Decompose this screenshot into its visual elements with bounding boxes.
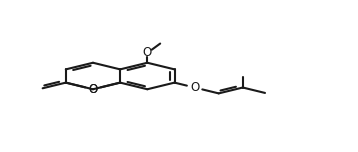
Text: O: O [88,83,98,96]
Text: O: O [88,83,98,96]
Text: O: O [190,81,199,94]
Text: O: O [143,47,152,59]
